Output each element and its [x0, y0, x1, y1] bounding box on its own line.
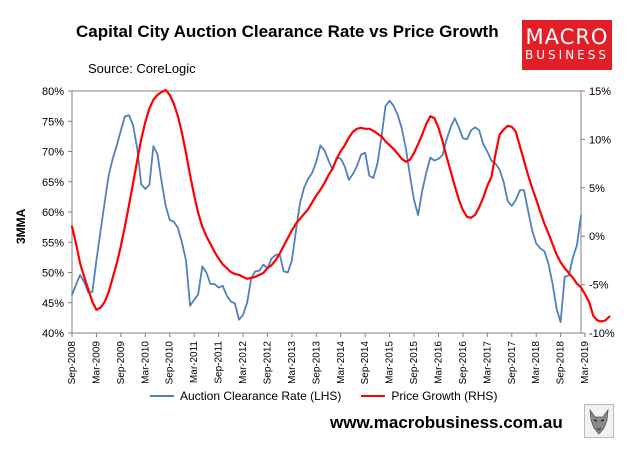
- left-axis-tick-label: 40%: [42, 328, 64, 340]
- x-axis-tick-label: Mar-2017: [482, 341, 493, 384]
- legend-label-clearance: Auction Clearance Rate (LHS): [180, 389, 342, 403]
- x-axis-tick-label: Sep-2018: [556, 341, 567, 385]
- left-axis-tick-label: 65%: [42, 177, 64, 189]
- x-axis-tick-label: Mar-2014: [336, 341, 347, 384]
- legend-swatch-price: [361, 395, 386, 397]
- source-note: Source: CoreLogic: [88, 61, 196, 76]
- legend-swatch-clearance: [150, 395, 174, 397]
- right-axis-tick-label: -5%: [589, 280, 609, 292]
- series-line-clearance-rate: [71, 99, 582, 324]
- x-axis-tick-label: Sep-2014: [360, 341, 371, 385]
- macrobusiness-logo: MACRO BUSINESS: [522, 20, 612, 70]
- x-axis-tick-label: Sep-2017: [507, 341, 518, 385]
- x-axis-tick-label: Sep-2013: [311, 341, 322, 385]
- right-axis-tick-label: 10%: [589, 134, 611, 146]
- left-axis-tick-label: 55%: [42, 237, 64, 249]
- left-axis-tick-label: 45%: [42, 298, 64, 310]
- x-axis-tick-label: Sep-2015: [409, 341, 420, 385]
- x-axis-tick-label: Sep-2010: [165, 341, 176, 385]
- x-axis-tick-label: Mar-2010: [140, 341, 151, 384]
- left-axis-tick-label: 50%: [42, 268, 64, 280]
- x-axis-tick-label: Sep-2016: [458, 341, 469, 385]
- x-axis-tick-label: Mar-2012: [238, 341, 249, 384]
- legend: Auction Clearance Rate (LHS) Price Growt…: [150, 389, 517, 403]
- x-axis-tick-label: Mar-2018: [531, 341, 542, 384]
- x-axis-tick-label: Mar-2011: [189, 341, 200, 383]
- series-line-price-growth: [70, 88, 611, 323]
- x-axis-tick-label: Sep-2012: [262, 341, 273, 385]
- wolf-head-icon: [584, 404, 614, 438]
- left-axis-tick-label: 70%: [42, 147, 64, 159]
- website-url: www.macrobusiness.com.au: [330, 413, 563, 432]
- chart-title: Capital City Auction Clearance Rate vs P…: [76, 22, 499, 41]
- left-axis-tick-label: 80%: [42, 86, 64, 98]
- x-axis-tick-label: Mar-2015: [385, 341, 396, 384]
- right-axis-tick-label: 15%: [589, 86, 611, 98]
- x-axis-tick-label: Sep-2011: [214, 341, 225, 384]
- x-axis-tick-label: Sep-2008: [67, 341, 78, 385]
- x-axis-tick-label: Mar-2016: [433, 341, 444, 384]
- x-axis-tick-label: Mar-2019: [580, 341, 591, 384]
- legend-item-clearance: Auction Clearance Rate (LHS): [150, 389, 341, 403]
- x-axis-tick-label: Sep-2009: [116, 341, 127, 385]
- left-axis-tick-label: 60%: [42, 207, 64, 219]
- logo-line1: MACRO: [525, 25, 609, 49]
- right-axis-tick-label: -10%: [589, 328, 615, 340]
- left-axis-tick-label: 75%: [42, 116, 64, 128]
- right-axis-tick-label: 0%: [589, 231, 605, 243]
- logo-line2: BUSINESS: [525, 48, 609, 62]
- legend-label-price: Price Growth (RHS): [391, 389, 498, 403]
- x-axis-tick-label: Mar-2009: [91, 341, 102, 384]
- x-axis-tick-label: Mar-2013: [287, 341, 298, 384]
- right-axis-tick-label: 5%: [589, 183, 605, 195]
- legend-item-price: Price Growth (RHS): [361, 389, 497, 403]
